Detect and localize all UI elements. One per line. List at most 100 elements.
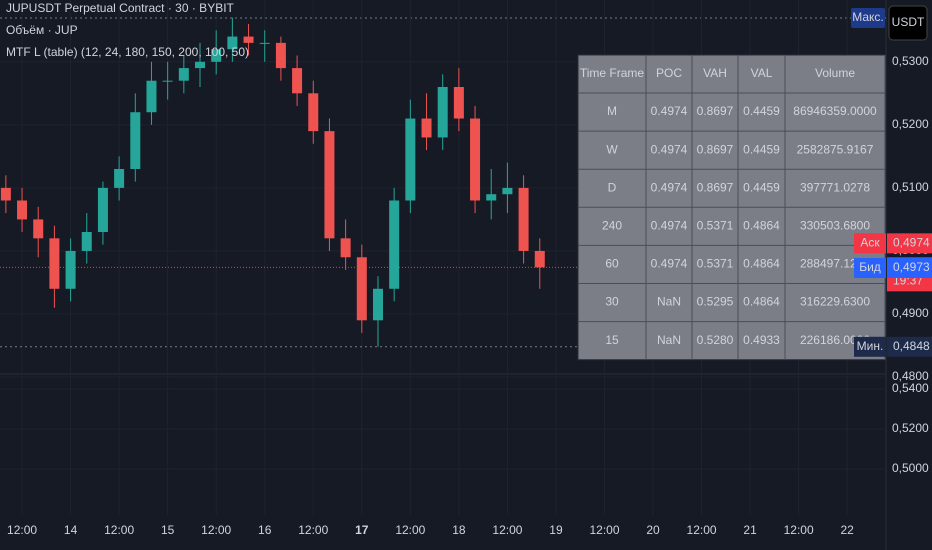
table-cell: 0.8697 [697, 142, 734, 156]
y-tick-label: 0,5000 [892, 461, 929, 475]
x-tick-label: 15 [161, 523, 175, 537]
candle-body [81, 232, 92, 251]
price-badge [887, 336, 932, 357]
x-tick-label: 22 [840, 523, 854, 537]
table-cell: 0.4974 [651, 219, 688, 233]
candle-body [275, 42, 286, 69]
table-header: VAH [703, 66, 727, 80]
table-cell: 288497.1200 [800, 257, 870, 271]
candle-body [162, 80, 173, 82]
x-tick-label: 17 [355, 523, 369, 537]
table-cell: 0.4459 [743, 142, 780, 156]
candle-body [259, 42, 270, 44]
y-tick-label: 0,5100 [892, 180, 929, 194]
x-tick-label: 12:00 [492, 523, 522, 537]
candle-body [340, 238, 351, 258]
candle-body [130, 112, 141, 169]
candle-body [0, 187, 11, 201]
table-cell: 0.5371 [697, 219, 734, 233]
candle-body [437, 87, 448, 138]
table-cell: 0.4459 [743, 104, 780, 118]
price-text: 0,4974 [893, 236, 930, 250]
x-tick-label: 12:00 [298, 523, 328, 537]
x-tick-label: 18 [452, 523, 466, 537]
price-badge [887, 257, 932, 278]
candle-body [372, 288, 383, 321]
table-cell: 316229.6300 [800, 295, 870, 309]
x-tick-label: 20 [646, 523, 660, 537]
y-tick-label: 0,5400 [892, 381, 929, 395]
table-cell: 0.4974 [651, 257, 688, 271]
y-tick-label: 0,4900 [892, 306, 929, 320]
candle-body [114, 168, 125, 188]
candle-body [195, 61, 206, 69]
currency-button-text[interactable]: USDT [892, 15, 925, 29]
candle-body [518, 187, 529, 251]
table-cell: 15 [605, 333, 619, 347]
candle-body [97, 187, 108, 233]
table-cell: 60 [605, 257, 619, 271]
candle-body [65, 250, 76, 289]
candle-body [502, 187, 513, 195]
candle-body [534, 250, 545, 268]
table-header: POC [656, 66, 682, 80]
table-cell: 0.4974 [651, 180, 688, 194]
price-text: 0,4973 [893, 260, 930, 274]
candle-body [227, 36, 238, 50]
table-cell: 226186.0000 [800, 333, 870, 347]
table-cell: 0.4974 [651, 104, 688, 118]
x-tick-label: 19 [549, 523, 563, 537]
candle-body [308, 93, 319, 132]
price-tag [854, 233, 886, 254]
table-cell: 0.4864 [743, 219, 780, 233]
candle-body [453, 87, 464, 119]
x-tick-label: 12:00 [201, 523, 231, 537]
x-tick-label: 12:00 [784, 523, 814, 537]
price-badge [887, 233, 932, 254]
candle-body [356, 257, 367, 321]
y-tick-label: 0,5300 [892, 54, 929, 68]
price-text: 0,4848 [893, 339, 930, 353]
candle-body [17, 200, 28, 220]
table-cell: 30 [605, 295, 619, 309]
y-tick-label: 0,5200 [892, 117, 929, 131]
x-tick-label: 12:00 [589, 523, 619, 537]
table-header: Volume [815, 66, 855, 80]
table-cell: M [607, 104, 617, 118]
price-tag-name: Бид [859, 260, 881, 274]
currency-button[interactable] [888, 5, 928, 41]
y-tick-label: 0,4800 [892, 369, 929, 383]
table-cell: 240 [602, 219, 622, 233]
table-study: MTF L (table) (12, 24, 180, 150, 200, 10… [6, 45, 249, 59]
candle-body [486, 194, 497, 201]
candle-body [389, 200, 400, 289]
table-cell: 397771.0278 [800, 180, 870, 194]
price-tag-name: Мин. [857, 339, 884, 353]
price-tag-name: Аск [860, 236, 880, 250]
symbol: JUPUSDT Perpetual Contract · 30 · BYBIT [6, 1, 235, 15]
max-badge [851, 8, 885, 28]
table-cell: 0.5295 [697, 295, 734, 309]
table-cell: 0.4864 [743, 257, 780, 271]
table-cell: NaN [657, 295, 681, 309]
candle-body [178, 68, 189, 81]
table-cell: 0.8697 [697, 104, 734, 118]
candle-body [470, 118, 481, 201]
candle-body [405, 118, 416, 201]
y-tick-label: 0,5200 [892, 421, 929, 435]
candle-body [211, 49, 222, 62]
table-cell: 330503.6800 [800, 219, 870, 233]
x-tick-label: 12:00 [104, 523, 134, 537]
table-cell: 2582875.9167 [797, 142, 874, 156]
x-tick-label: 12:00 [395, 523, 425, 537]
candle-body [421, 118, 432, 138]
candle-body [49, 238, 60, 289]
candle-body [243, 36, 254, 43]
table-cell: 0.4864 [743, 295, 780, 309]
table-cell: NaN [657, 333, 681, 347]
x-tick-label: 21 [743, 523, 757, 537]
max-badge-text: Макс. [852, 10, 884, 24]
table-cell: 0.5280 [697, 333, 734, 347]
candle-body [324, 131, 335, 239]
price-tag [854, 336, 886, 357]
